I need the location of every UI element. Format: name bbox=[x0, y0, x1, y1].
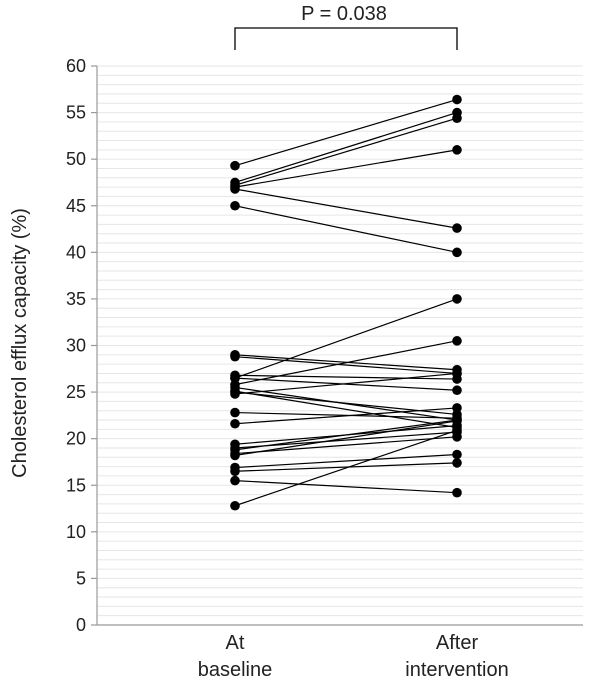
pair-line bbox=[234, 356, 458, 375]
baseline-point bbox=[230, 389, 240, 399]
pair-line bbox=[234, 188, 458, 229]
baseline-point bbox=[230, 450, 240, 461]
intervention-point bbox=[452, 368, 462, 379]
pair-line bbox=[234, 462, 458, 472]
pair-line bbox=[234, 407, 458, 425]
pair-line bbox=[234, 420, 458, 457]
y-tick-label: 40 bbox=[66, 242, 86, 262]
y-axis-title: Cholesterol efflux capacity (%) bbox=[9, 208, 31, 478]
baseline-point bbox=[230, 373, 240, 383]
paired-series bbox=[230, 94, 462, 511]
p-value-annotation: P = 0.038 bbox=[301, 3, 387, 25]
pair-line bbox=[234, 429, 458, 507]
y-tick-label: 25 bbox=[66, 382, 86, 402]
pair-line bbox=[234, 98, 458, 167]
y-tick-label: 50 bbox=[66, 149, 86, 169]
pair-line bbox=[234, 372, 458, 395]
intervention-point bbox=[452, 294, 462, 304]
y-tick-label: 55 bbox=[66, 103, 86, 123]
x-category-label: At baseline bbox=[198, 632, 273, 681]
baseline-point bbox=[230, 351, 240, 362]
grid-lines bbox=[97, 65, 583, 617]
baseline-point bbox=[230, 466, 240, 477]
y-tick-label: 45 bbox=[66, 196, 86, 216]
y-tick-label: 20 bbox=[66, 429, 86, 449]
baseline-point bbox=[230, 475, 240, 486]
pair-line bbox=[234, 436, 458, 455]
intervention-point bbox=[452, 449, 462, 460]
intervention-point bbox=[452, 145, 462, 155]
intervention-point bbox=[452, 458, 462, 468]
y-tick-label: 30 bbox=[66, 336, 86, 356]
intervention-point bbox=[452, 385, 462, 396]
baseline-point bbox=[230, 500, 240, 511]
intervention-point bbox=[452, 487, 462, 498]
intervention-point bbox=[452, 403, 462, 413]
baseline-point bbox=[230, 418, 240, 429]
baseline-point bbox=[230, 200, 240, 211]
pair-line bbox=[234, 390, 458, 429]
intervention-point bbox=[452, 425, 462, 436]
pair-line bbox=[234, 419, 458, 451]
pair-line bbox=[234, 112, 458, 184]
intervention-point bbox=[452, 336, 462, 346]
pair-line bbox=[234, 354, 458, 371]
y-tick-label: 60 bbox=[66, 56, 86, 76]
pair-line bbox=[234, 453, 458, 469]
y-tick-label: 35 bbox=[66, 289, 86, 309]
y-tick-label: 5 bbox=[76, 568, 86, 588]
significance-bracket bbox=[234, 27, 458, 50]
y-tick-label: 0 bbox=[76, 615, 86, 635]
pair-line bbox=[234, 298, 458, 379]
intervention-point bbox=[452, 113, 462, 123]
intervention-point bbox=[452, 94, 462, 105]
y-axis-ticks: 0 5 10 15 20 25 30 35 40 45 50 55 60 bbox=[66, 56, 97, 635]
pair-line bbox=[234, 149, 458, 188]
baseline-point bbox=[230, 407, 240, 418]
pair-line bbox=[234, 117, 458, 186]
y-tick-label: 10 bbox=[66, 522, 86, 542]
intervention-point bbox=[452, 247, 462, 258]
pair-line bbox=[234, 205, 458, 253]
intervention-point bbox=[452, 223, 462, 233]
baseline-point bbox=[230, 160, 240, 171]
pair-line bbox=[234, 374, 458, 380]
x-axis-categories: At baseline After intervention bbox=[198, 632, 509, 681]
baseline-point bbox=[230, 184, 240, 194]
y-tick-label: 15 bbox=[66, 475, 86, 495]
x-category-label: After intervention bbox=[405, 632, 508, 681]
intervention-point bbox=[452, 416, 462, 426]
pair-line bbox=[234, 479, 458, 494]
bracket-line bbox=[234, 27, 458, 50]
